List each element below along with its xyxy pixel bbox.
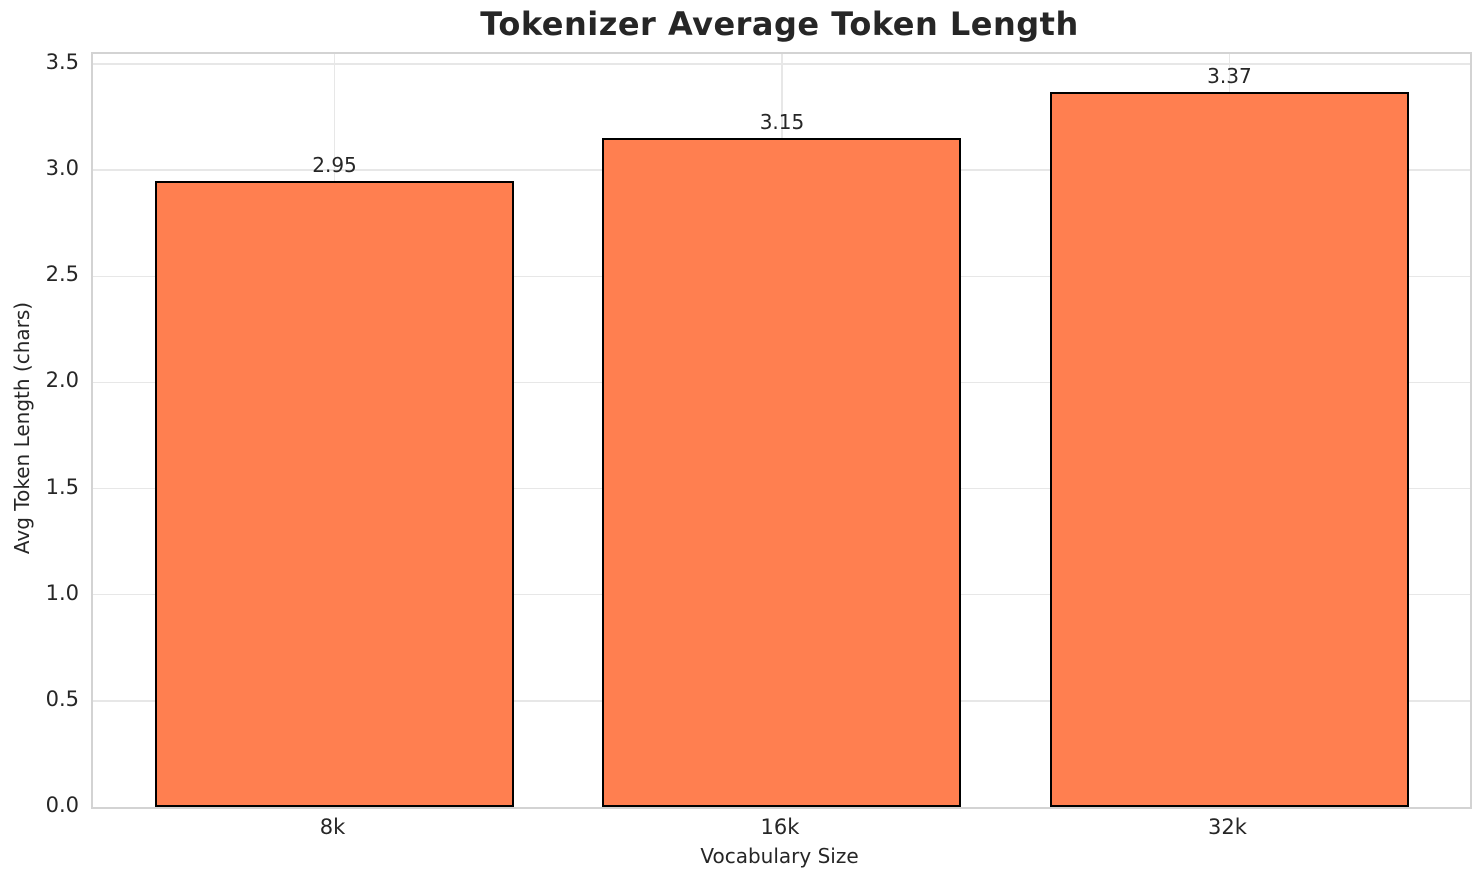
bar-8k (155, 180, 514, 807)
y-tick-label: 0.5 (45, 686, 79, 711)
x-tick-label: 32k (1207, 815, 1247, 839)
x-tick-label: 16k (760, 815, 800, 839)
bar-value-label: 3.37 (1207, 63, 1252, 88)
chart-title: Tokenizer Average Token Length (480, 5, 1079, 43)
y-axis-label: Avg Token Length (chars) (10, 301, 34, 555)
x-axis-label: Vocabulary Size (700, 844, 859, 868)
y-tick-label: 3.0 (45, 156, 79, 181)
bar-value-label: 2.95 (312, 152, 357, 177)
bar-32k (1049, 91, 1409, 807)
x-tick-label: 8k (319, 815, 346, 839)
plot-area: 2.95 3.15 3.37 (91, 52, 1472, 809)
y-tick-label: 1.5 (45, 474, 79, 499)
y-tick-label: 0.0 (45, 793, 79, 817)
bar-16k (602, 138, 962, 807)
y-tick-label: 1.0 (45, 580, 79, 605)
y-tick-label: 3.5 (45, 49, 79, 74)
bar-value-label: 3.15 (759, 110, 805, 135)
y-tick-label: 2.5 (45, 262, 79, 287)
y-tick-label: 2.0 (45, 368, 79, 393)
